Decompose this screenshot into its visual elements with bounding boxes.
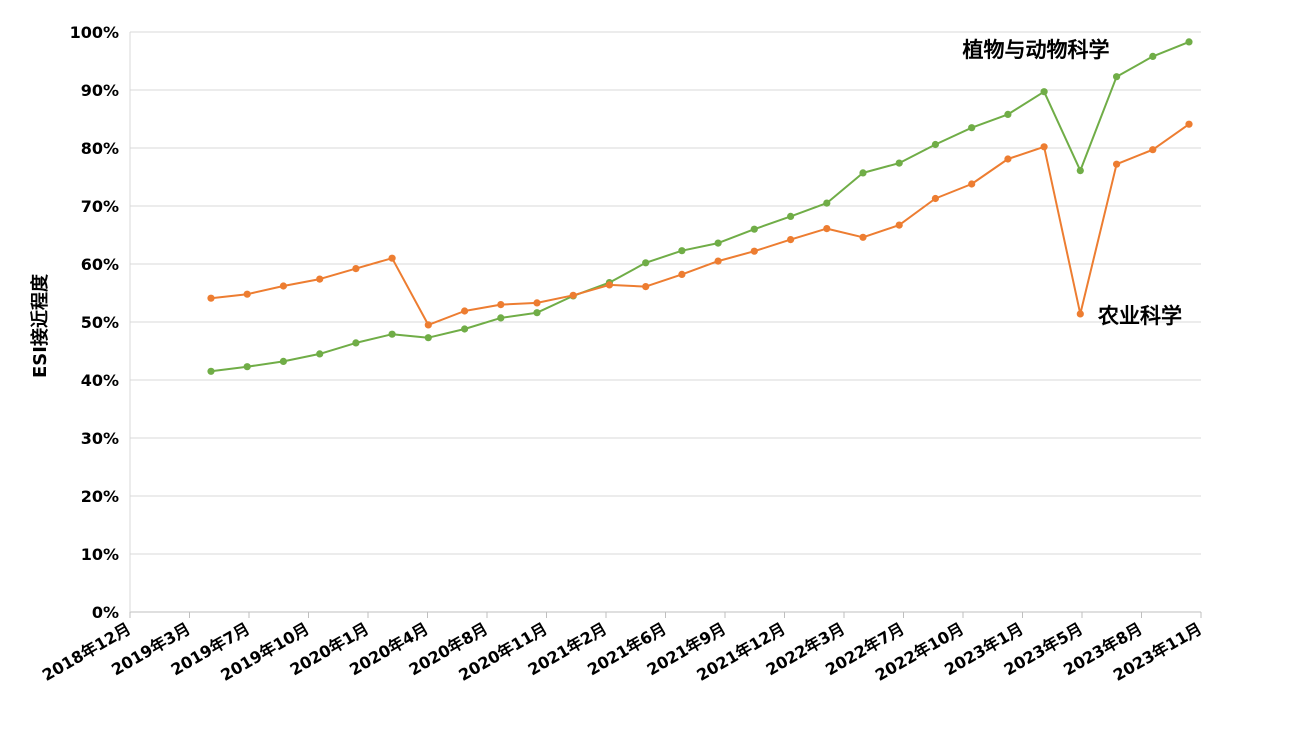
data-point (859, 233, 867, 241)
gridlines (130, 31, 1201, 555)
data-point (823, 199, 831, 207)
data-point (968, 180, 976, 188)
data-point (316, 275, 324, 283)
series-label-agriculture: 农业科学 (1097, 304, 1182, 328)
data-point (243, 290, 251, 298)
data-point (424, 334, 432, 342)
data-point (931, 194, 940, 203)
y-tick-label: 90% (81, 81, 119, 100)
data-point (750, 225, 758, 233)
data-point (388, 330, 396, 338)
data-point (243, 363, 251, 371)
y-tick-label: 0% (92, 603, 119, 622)
data-point (533, 309, 541, 317)
data-point (1040, 88, 1048, 96)
data-point (1004, 155, 1012, 163)
y-tick-label: 100% (70, 23, 119, 42)
data-point (1040, 143, 1048, 151)
data-point (352, 339, 360, 347)
y-tick-label: 30% (81, 429, 119, 448)
data-point (1113, 160, 1121, 168)
data-point (533, 299, 541, 307)
data-point (279, 282, 287, 290)
data-point (968, 124, 976, 132)
series-group (207, 38, 1193, 375)
data-point (497, 301, 505, 309)
data-point (895, 159, 903, 167)
data-point (895, 221, 903, 229)
data-point (678, 270, 686, 278)
data-point (859, 169, 867, 177)
series-line-1 (210, 123, 1190, 326)
data-point (497, 314, 505, 322)
data-point (714, 257, 722, 265)
data-point (823, 225, 831, 233)
data-point (569, 291, 577, 299)
data-point (750, 247, 758, 255)
x-axis: 2018年12月2019年3月2019年7月2019年10月2020年1月202… (39, 32, 1205, 685)
data-point (352, 265, 360, 273)
data-point (787, 236, 795, 244)
data-point (605, 281, 614, 289)
data-point (461, 325, 469, 333)
data-point (1076, 310, 1084, 318)
y-tick-label: 70% (81, 197, 119, 216)
y-tick-label: 80% (81, 139, 119, 158)
data-point (388, 254, 396, 262)
data-point (787, 212, 795, 220)
data-point (207, 294, 215, 302)
y-tick-label: 60% (81, 255, 119, 274)
data-point (1113, 73, 1121, 81)
series-line-0 (210, 40, 1190, 373)
y-tick-label: 50% (81, 313, 119, 332)
data-point (424, 321, 432, 329)
data-point (714, 239, 722, 247)
data-point (642, 259, 650, 267)
data-point (678, 247, 686, 255)
data-point (1149, 146, 1157, 154)
data-point (1004, 110, 1012, 118)
data-point (461, 307, 469, 315)
data-point (1076, 167, 1084, 175)
data-point (931, 140, 940, 149)
y-tick-label: 40% (81, 371, 119, 390)
data-point (1185, 120, 1193, 128)
data-point (642, 283, 650, 291)
data-point (1185, 38, 1193, 46)
y-tick-label: 20% (81, 487, 119, 506)
data-point (316, 350, 324, 358)
data-point (279, 357, 287, 365)
y-axis-label: ESI接近程度 (29, 273, 51, 378)
data-point (207, 367, 215, 375)
y-tick-label: 10% (81, 545, 119, 564)
series-label-plant-animal: 植物与动物科学 (963, 38, 1110, 62)
y-axis-ticks: 0% 10% 20% 30% 40% 50% 60% 70% 80% 90% 100% (70, 23, 119, 622)
data-point (1149, 52, 1157, 61)
